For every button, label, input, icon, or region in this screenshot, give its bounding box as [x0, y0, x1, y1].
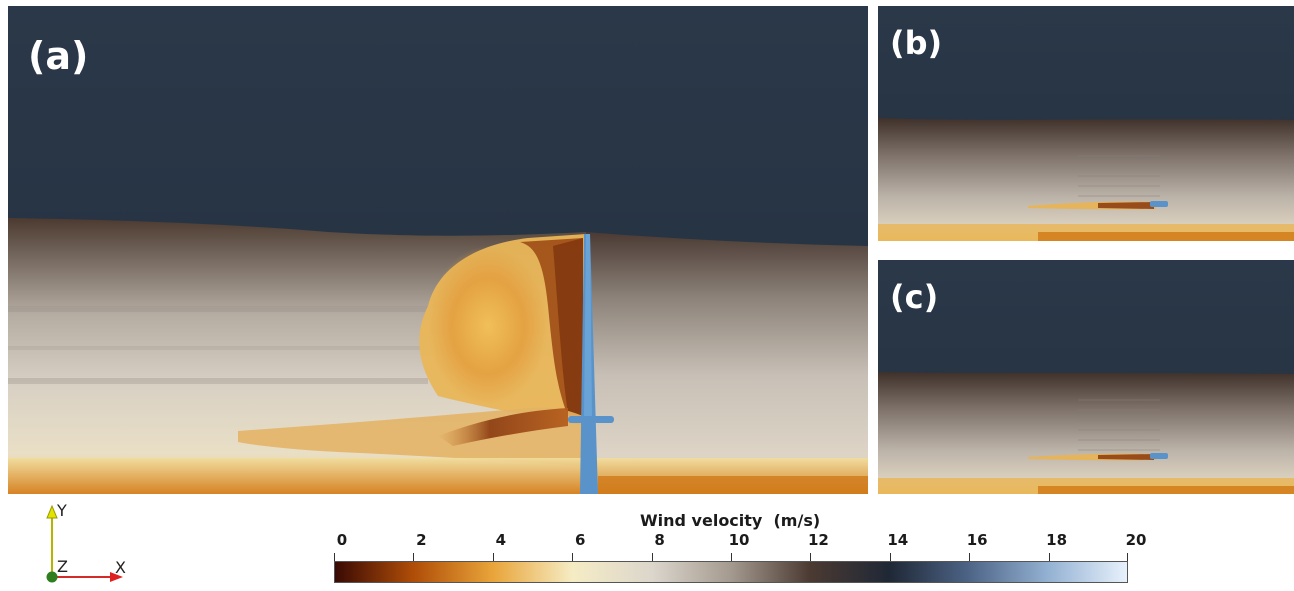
colorbar-tick-label: 8 — [654, 531, 665, 549]
colorbar-ticks: 0 2 4 6 8 10 12 14 16 18 20 — [334, 531, 1146, 561]
colorbar-tick-label: 10 — [728, 531, 750, 549]
flow-field-a-image — [8, 6, 868, 494]
axes-triad: Y Z X — [40, 501, 140, 586]
colorbar-tick-mark — [572, 553, 574, 561]
flow-field-panel-a: (a) — [8, 6, 868, 494]
panel-b-label: (b) — [890, 24, 943, 62]
colorbar-tick-label: 18 — [1046, 531, 1068, 549]
axes-triad-icon — [46, 504, 123, 583]
colorbar-tick-mark — [810, 553, 812, 561]
flow-field-c-image — [878, 260, 1294, 494]
colorbar-tick-mark — [731, 553, 732, 561]
colorbar-tick-mark — [1048, 553, 1050, 561]
y-axis-label: Y — [57, 501, 67, 520]
colorbar-gradient — [334, 561, 1128, 583]
colorbar-tick-mark — [492, 553, 494, 561]
colorbar-tick-label: 6 — [574, 531, 586, 549]
colorbar-tick-mark — [413, 553, 415, 561]
colorbar-tick-mark — [1127, 553, 1128, 561]
x-axis-label: X — [115, 558, 126, 577]
colorbar-tick-label: 14 — [887, 531, 909, 549]
colorbar-tick-label: 12 — [807, 531, 829, 549]
colorbar-tick-mark — [969, 553, 971, 561]
flow-field-panel-b: (b) — [878, 6, 1294, 241]
flow-field-panel-c: (c) — [878, 260, 1294, 494]
colorbar-tick-label: 20 — [1125, 531, 1147, 549]
colorbar-tick-label: 2 — [416, 531, 427, 549]
colorbar-tick-label: 4 — [495, 531, 507, 549]
z-axis-label: Z — [57, 557, 68, 576]
panel-c-label: (c) — [890, 278, 939, 316]
colorbar-tick-label: 16 — [966, 531, 988, 549]
colorbar-tick-mark — [889, 553, 891, 561]
colorbar-tick-mark — [651, 553, 653, 561]
panel-a-label: (a) — [28, 34, 89, 78]
flow-field-b-image — [878, 6, 1294, 241]
colorbar-tick-mark — [334, 553, 335, 561]
colorbar-title: Wind velocity (m/s) — [640, 511, 821, 530]
colorbar-tick-label: 0 — [336, 531, 348, 549]
